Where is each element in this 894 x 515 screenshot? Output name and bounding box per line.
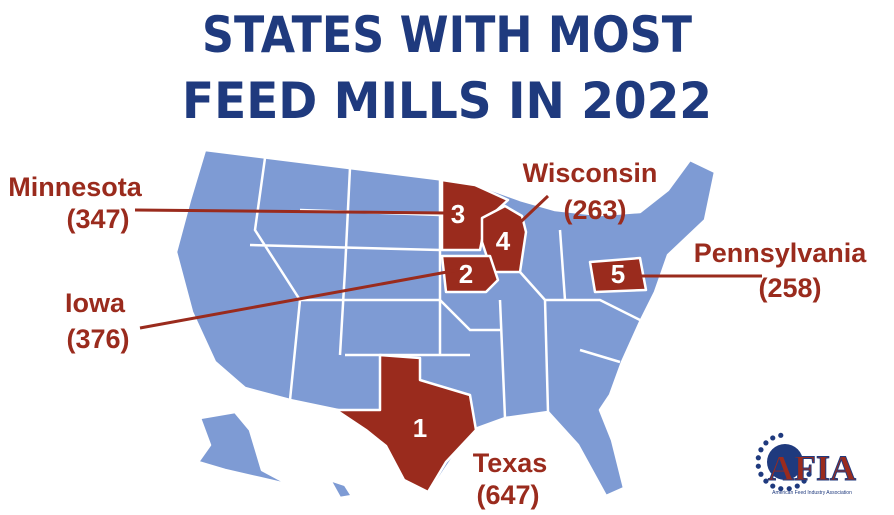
us-map [174,148,717,500]
logo-star [758,447,764,453]
state-border [249,157,641,419]
callout-line [134,208,446,215]
state-rank: 3 [451,199,465,229]
logo-star [770,483,776,489]
texas [334,353,478,494]
logo-star [763,440,769,446]
hawaii [328,478,354,500]
wisconsin [480,204,528,274]
logo-globe [767,444,803,480]
state-name: Pennsylvania [694,238,868,268]
state-rank: 4 [496,226,511,256]
logo-star [778,432,784,438]
state-name: Wisconsin [523,158,658,188]
state-rank: 5 [611,259,625,289]
iowa [440,254,500,294]
logo-stars [755,432,812,492]
callouts: Texas(647) 1 Iowa (376) 2 Minnesota(347) 3 Wisc… [8,158,867,510]
logo-star [758,471,764,477]
logo-star [778,486,784,492]
feed-mill-count: (347) [66,204,129,234]
callout-line [139,268,459,330]
logo-star [801,478,807,484]
feed-mill-count: (263) [563,195,626,225]
title-line: FEED MILLS IN 2022 [182,72,712,130]
state-name: Texas [473,448,548,478]
state-rank: 2 [459,259,473,289]
logo-star [763,478,769,484]
logo-name: AFIA [768,448,856,488]
title-line: STATES WITH MOST [202,6,692,64]
afia-logo: AFIA American Feed Industry Association [755,432,857,496]
state-rank: 1 [413,413,427,443]
feed-mill-count: (647) [476,480,539,510]
logo-star [755,455,761,461]
feed-mill-count: (376) [66,324,129,354]
state-name: Iowa [65,288,126,318]
contiguous-us [174,148,717,498]
alaska [196,410,292,487]
logo-star [806,471,812,477]
state-name: Minnesota [8,172,142,202]
callout-line [508,194,550,234]
logo-star [794,483,800,489]
logo-star [786,486,792,492]
logo-star [755,463,761,469]
feed-mill-count: (258) [758,273,821,303]
logo-tagline: American Feed Industry Association [772,490,852,496]
logo-star [770,435,776,441]
